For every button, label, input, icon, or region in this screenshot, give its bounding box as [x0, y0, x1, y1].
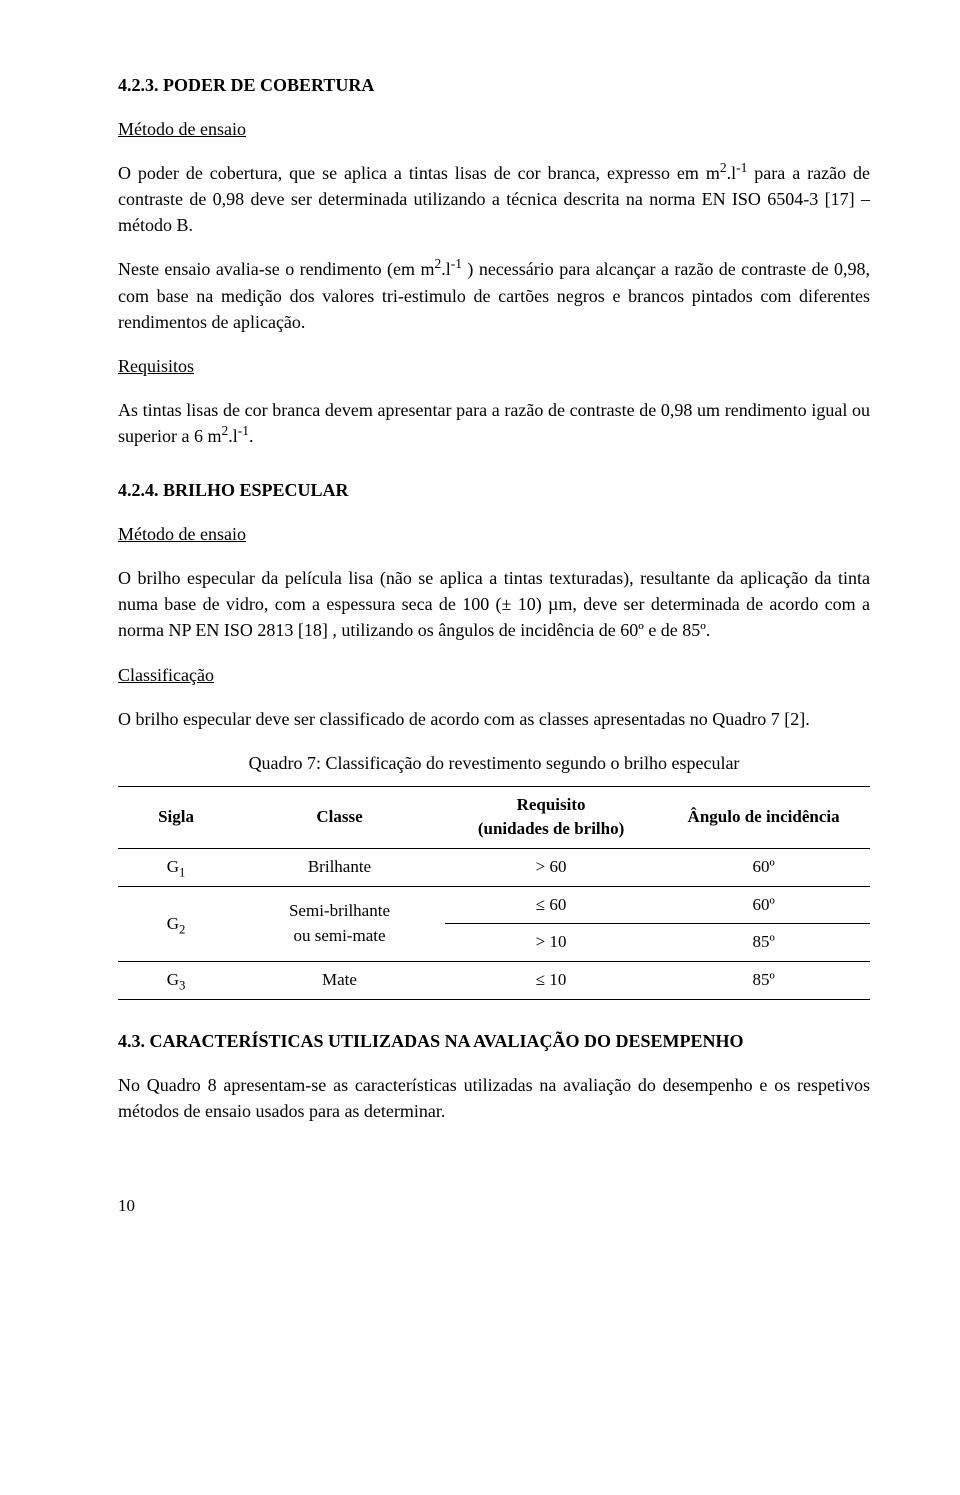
- table-row: G3 Mate ≤ 10 85º: [118, 961, 870, 999]
- cell-sigla: G1: [118, 849, 234, 887]
- text-fragment: .l: [441, 259, 451, 279]
- text-fragment: .l: [228, 426, 238, 446]
- table-row: G1 Brilhante > 60 60º: [118, 849, 870, 887]
- table-7-caption: Quadro 7: Classificação do revestimento …: [118, 750, 870, 776]
- th-requisito-line2: (unidades de brilho): [478, 819, 624, 838]
- section-424-heading: 4.2.4. BRILHO ESPECULAR: [118, 477, 870, 503]
- cell-sigla: G3: [118, 961, 234, 999]
- classe-line1: Semi-brilhante: [289, 901, 390, 920]
- th-angulo: Ângulo de incidência: [657, 786, 870, 848]
- cell-angulo: 60º: [657, 849, 870, 887]
- requisitos-label-1: Requisitos: [118, 353, 870, 379]
- table-row: G2 Semi-brilhante ou semi-mate ≤ 60 60º: [118, 886, 870, 924]
- cell-requisito: ≤ 60: [445, 886, 657, 924]
- superscript-2: 2: [720, 160, 727, 175]
- sigla-letter: G: [167, 970, 179, 989]
- cell-classe: Mate: [234, 961, 445, 999]
- sigla-sub: 2: [179, 922, 185, 936]
- text-fragment: .l: [727, 163, 737, 183]
- cell-requisito: > 10: [445, 924, 657, 962]
- sigla-letter: G: [167, 914, 179, 933]
- superscript-minus1: -1: [238, 423, 249, 438]
- cell-classe: Semi-brilhante ou semi-mate: [234, 886, 445, 961]
- th-sigla: Sigla: [118, 786, 234, 848]
- sigla-letter: G: [167, 857, 179, 876]
- cell-requisito: > 60: [445, 849, 657, 887]
- s424-paragraph-2: O brilho especular deve ser classificado…: [118, 706, 870, 732]
- cell-angulo: 85º: [657, 924, 870, 962]
- th-requisito: Requisito (unidades de brilho): [445, 786, 657, 848]
- text-fragment: Neste ensaio avalia-se o rendimento (em …: [118, 259, 434, 279]
- s423-paragraph-2: Neste ensaio avalia-se o rendimento (em …: [118, 256, 870, 334]
- classe-line2: ou semi-mate: [293, 926, 385, 945]
- cell-classe: Brilhante: [234, 849, 445, 887]
- table-7: Sigla Classe Requisito (unidades de bril…: [118, 786, 870, 1000]
- text-fragment: .: [249, 426, 254, 446]
- s424-paragraph-1: O brilho especular da película lisa (não…: [118, 565, 870, 643]
- th-requisito-line1: Requisito: [517, 795, 586, 814]
- th-classe: Classe: [234, 786, 445, 848]
- superscript-minus1: -1: [736, 160, 747, 175]
- s423-paragraph-1: O poder de cobertura, que se aplica a ti…: [118, 160, 870, 238]
- sigla-sub: 3: [179, 978, 185, 992]
- s43-paragraph-1: No Quadro 8 apresentam-se as característ…: [118, 1072, 870, 1124]
- section-43-heading: 4.3. CARACTERÍSTICAS UTILIZADAS NA AVALI…: [118, 1028, 870, 1054]
- section-423-heading: 4.2.3. PODER DE COBERTURA: [118, 72, 870, 98]
- classificacao-label: Classificação: [118, 662, 870, 688]
- page-number: 10: [118, 1194, 870, 1219]
- metodo-ensaio-label-2: Método de ensaio: [118, 521, 870, 547]
- cell-angulo: 85º: [657, 961, 870, 999]
- s423-paragraph-3: As tintas lisas de cor branca devem apre…: [118, 397, 870, 449]
- sigla-sub: 1: [179, 865, 185, 879]
- table-header-row: Sigla Classe Requisito (unidades de bril…: [118, 786, 870, 848]
- metodo-ensaio-label-1: Método de ensaio: [118, 116, 870, 142]
- text-fragment: O poder de cobertura, que se aplica a ti…: [118, 163, 720, 183]
- superscript-minus1: -1: [451, 256, 462, 271]
- cell-sigla: G2: [118, 886, 234, 961]
- cell-angulo: 60º: [657, 886, 870, 924]
- cell-requisito: ≤ 10: [445, 961, 657, 999]
